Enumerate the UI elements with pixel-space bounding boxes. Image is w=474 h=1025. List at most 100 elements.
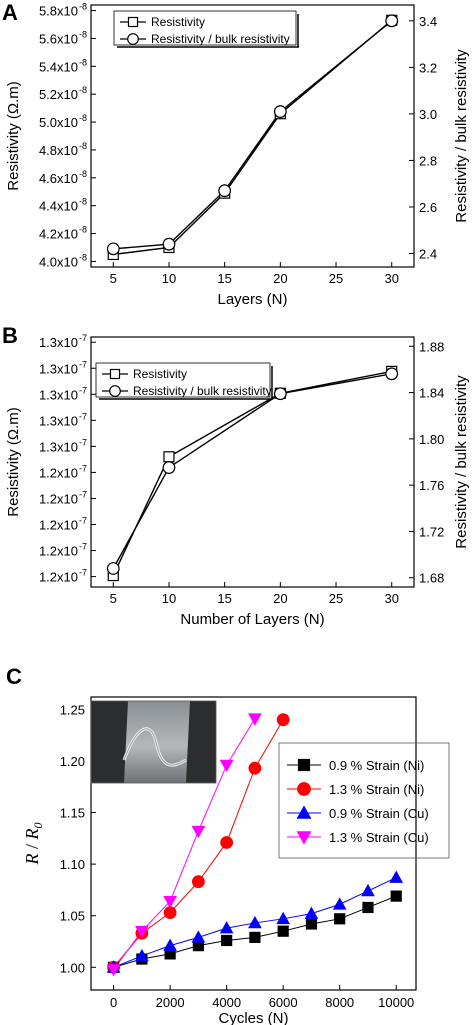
data-point-2	[273, 105, 287, 118]
x-tick-label: 6000	[269, 995, 298, 1010]
data-point-4	[219, 759, 234, 773]
panel-b-series	[106, 365, 399, 582]
data-point-3	[163, 938, 177, 951]
y-tick-label: 1.2x10	[39, 465, 78, 480]
x-tick-label: 10000	[378, 995, 414, 1010]
data-point-4	[191, 825, 206, 839]
data-point-2	[248, 761, 262, 775]
y2-tick-label: 1.80	[419, 432, 444, 447]
data-point-1	[305, 918, 318, 930]
data-point-3	[191, 930, 206, 943]
x-tick-label: 20	[273, 591, 287, 606]
y-tick-label: 5.4x10	[39, 59, 78, 74]
panel-c: C 0 2000 4000 6000 8000 10000 1.00 1.05 1.10 1.15…	[6, 664, 450, 1025]
y-tick-label: 4.2x10	[39, 227, 78, 242]
panel-c-ylabel-r: R	[22, 854, 42, 866]
panel-c-ticks: 0 2000 4000 6000 8000 10000 1.00 1.05 1.10 1.15 1.…	[60, 702, 415, 1010]
panel-a-ticks: 5 10 15 20 25 304.0x10 -84.2x10 -84.4x10 -84.6x1…	[39, 2, 437, 286]
y-tick-label: 5.8x10	[39, 4, 78, 19]
y-tick-exponent: -8	[79, 225, 87, 235]
panel-a-x-axis-label: Layers (N)	[217, 291, 287, 308]
x-tick-label: 30	[384, 271, 398, 286]
data-point-4	[135, 925, 149, 939]
y2-tick-label: 2.8	[419, 153, 437, 168]
y-tick-exponent: -8	[79, 57, 87, 67]
y-tick-label: 1.3x10	[39, 439, 78, 454]
data-point-2	[276, 713, 290, 727]
y-tick-label: 1.2x10	[39, 518, 78, 533]
y-tick-label: 1.20	[60, 754, 85, 769]
x-tick-label: 5	[110, 591, 117, 606]
y-tick-label: 5.6x10	[39, 31, 78, 46]
data-point-4	[106, 964, 121, 977]
y2-tick-label: 1.72	[419, 524, 444, 539]
x-tick-label: 15	[217, 271, 231, 286]
panel-c-plot-frame	[90, 696, 417, 991]
data-point-2	[106, 562, 120, 575]
y-tick-exponent: -7	[79, 385, 87, 395]
y-tick-label: 4.6x10	[39, 171, 78, 186]
y2-tick-label: 1.76	[419, 478, 444, 493]
x-tick-label: 25	[329, 591, 343, 606]
legend-marker-1	[109, 368, 121, 380]
panel-c-ylabel-sub: 0	[31, 822, 45, 828]
data-point-2	[220, 836, 234, 849]
panel-c-ylabel-sep: /	[22, 839, 42, 853]
data-point-3	[389, 870, 404, 883]
legend-marker-1	[297, 758, 311, 772]
legend-label-1: Resistivity	[151, 15, 205, 29]
y-tick-label: 1.2x10	[39, 491, 78, 506]
y2-tick-label: 3.2	[419, 60, 437, 75]
y2-tick-label: 1.84	[419, 386, 444, 401]
data-point-1	[163, 451, 175, 463]
data-point-3	[304, 906, 319, 919]
y2-tick-label: 1.88	[419, 339, 444, 354]
data-point-2	[218, 184, 232, 198]
data-point-1	[221, 934, 233, 947]
x-tick-label: 10	[162, 591, 176, 606]
panel-letter-b: B	[2, 323, 18, 348]
legend-box	[278, 742, 450, 859]
data-point-1	[362, 901, 374, 914]
panel-b-y2-axis-label: Resistivity / bulk resistivity	[453, 375, 470, 549]
x-tick-label: 8000	[325, 995, 354, 1010]
x-tick-label: 2000	[156, 995, 185, 1010]
data-point-1	[390, 890, 402, 902]
y-tick-label: 4.8x10	[39, 143, 78, 158]
y-tick-label: 1.05	[60, 909, 85, 924]
y-tick-exponent: -8	[79, 141, 87, 151]
y2-tick-label: 3.4	[419, 14, 437, 29]
panel-letter-c: C	[6, 664, 22, 689]
y-tick-exponent: -8	[79, 85, 87, 95]
panel-c-inset-photo	[90, 700, 217, 784]
data-point-2	[162, 237, 176, 251]
y-tick-label: 1.3x10	[39, 361, 78, 376]
panel-b-x-axis-label: Number of Layers (N)	[180, 611, 324, 628]
y-tick-exponent: -7	[79, 489, 87, 499]
legend-label-2: Resistivity / bulk resistivity	[133, 384, 272, 398]
y-tick-label: 1.2x10	[39, 544, 78, 559]
y-tick-exponent: -7	[79, 568, 87, 578]
y-tick-exponent: -7	[79, 516, 87, 526]
panel-c-y-axis-label: R / R0	[22, 822, 45, 865]
panel-a-legend: Resistivity Resistivity / bulk resistivit…	[113, 10, 299, 48]
y-tick-exponent: -7	[79, 437, 87, 447]
y2-tick-label: 1.68	[419, 571, 444, 586]
y-tick-label: 1.15	[60, 806, 85, 821]
x-tick-label: 20	[273, 271, 287, 286]
panel-a-y-axis-label: Resistivity (Ω.m)	[5, 81, 22, 191]
data-point-3	[361, 883, 375, 897]
legend-label-1: Resistivity	[133, 367, 187, 381]
y-tick-exponent: -8	[79, 197, 87, 207]
data-point-2	[273, 387, 287, 401]
series-line-1	[112, 370, 392, 576]
y-tick-label: 4.4x10	[39, 199, 78, 214]
y-tick-exponent: -8	[79, 169, 87, 179]
data-point-3	[276, 911, 291, 925]
panel-b-ticks: 5 10 15 20 25 301.2x10 -71.2x10 -71.2x10 -71.2x1…	[39, 333, 444, 606]
series-line-2	[113, 20, 393, 250]
data-point-3	[219, 921, 234, 934]
data-point-4	[248, 713, 262, 726]
y-tick-label: 1.3x10	[39, 413, 78, 428]
